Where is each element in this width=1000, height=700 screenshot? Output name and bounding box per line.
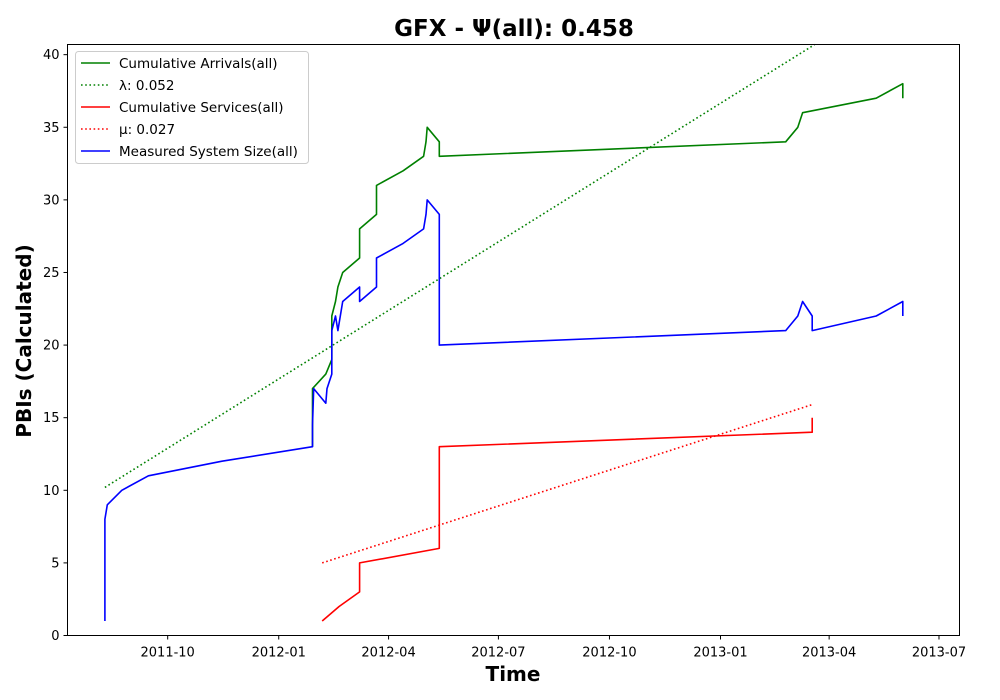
y-tick-label: 25 [43, 266, 60, 281]
y-tick-label: 30 [43, 193, 60, 208]
legend-label-measured-system-size-all: Measured System Size(all) [119, 144, 298, 160]
x-tick-label: 2012-01 [252, 646, 306, 661]
y-tick-label: 15 [43, 411, 60, 426]
x-tick-label: 2011-10 [141, 646, 195, 661]
series-line-1 [311, 82, 904, 447]
x-tick-label: 2013-07 [912, 646, 966, 661]
x-tick-label: 2013-01 [693, 646, 747, 661]
y-tick-label: 35 [43, 121, 60, 136]
legend-box [75, 51, 309, 164]
plot-lines [104, 43, 904, 622]
y-tick-label: 40 [43, 48, 60, 63]
series-line-2 [104, 43, 816, 489]
series-line-5 [104, 199, 904, 621]
x-axis-title: Time [486, 662, 541, 686]
y-tick-label: 20 [43, 339, 60, 354]
legend-label-cumulative-services-all: Cumulative Services(all) [119, 100, 284, 116]
series-line-4 [321, 403, 813, 564]
legend-label-0-052: λ: 0.052 [119, 78, 174, 94]
x-tick-label: 2013-04 [802, 646, 856, 661]
y-tick-label: 10 [43, 484, 60, 499]
chart-title: GFX - Ψ(all): 0.458 [394, 16, 634, 42]
legend-label-0-027: μ: 0.027 [119, 122, 175, 138]
y-tick-label: 0 [51, 629, 59, 644]
x-axis-ticks: 2011-10 2012-01 2012-04 2012-07 2012-10 2013-… [141, 635, 966, 661]
y-axis-ticks: 0 5 10 15 20 25 30 35 40 [43, 48, 68, 644]
x-tick-label: 2012-10 [582, 646, 636, 661]
y-tick-label: 5 [51, 556, 59, 571]
x-tick-label: 2012-04 [361, 646, 415, 661]
legend-label-cumulative-arrivals-all: Cumulative Arrivals(all) [119, 56, 278, 72]
y-axis-title: PBIs (Calculated) [12, 244, 36, 437]
plot-frame [67, 44, 960, 636]
series-line-3 [321, 417, 814, 622]
legend: Cumulative Arrivals(all) λ: 0.052 Cumulati… [75, 51, 309, 164]
x-tick-label: 2012-07 [471, 646, 525, 661]
